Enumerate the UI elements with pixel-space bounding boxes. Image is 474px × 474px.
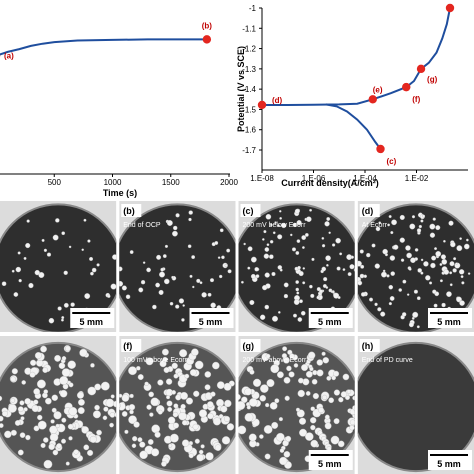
polarization-chart: -1 -1.1 -1.2 -1.3 -1.4 -1.5 -1.6 -1.7 1.E-08 1.E-… xyxy=(236,3,468,188)
panel-caption: 100 mV above Ecorr xyxy=(123,357,187,364)
scale-bar-label: 5 mm xyxy=(318,459,342,469)
panel-label: (f) xyxy=(123,341,132,351)
bubble-group xyxy=(357,212,471,329)
scale-bar-label: 5 mm xyxy=(437,459,461,469)
data-point-label: (g) xyxy=(427,75,438,84)
bubble-group xyxy=(119,210,232,322)
panel-label-box xyxy=(121,204,142,217)
scale-bar-label: 5 mm xyxy=(437,317,461,327)
x-tick-label: 2000 xyxy=(220,178,238,187)
photo-panel: 5 mm xyxy=(0,201,117,332)
data-point-marker xyxy=(257,100,267,110)
bubble-group xyxy=(241,208,355,322)
data-point-label: (c) xyxy=(387,157,397,166)
sample-disc xyxy=(357,341,474,473)
photo-panel: (d) At Ecorr 5 mm xyxy=(357,201,474,332)
bubble-group xyxy=(1,218,117,324)
panel-label: (g) xyxy=(243,341,255,351)
x-tick-label: 1.E-08 xyxy=(250,174,274,183)
data-point-marker xyxy=(376,144,385,154)
ocp-chart: 500 1000 1500 2000 Time (s) (a) (b) xyxy=(0,21,238,198)
photo-panel: (c) 200 mV below Ecorr 5 mm xyxy=(238,201,355,332)
data-point-marker xyxy=(402,82,411,92)
data-point-marker xyxy=(202,35,212,44)
bubble-group xyxy=(238,346,355,469)
data-point-label: (a) xyxy=(4,52,14,61)
data-point-label: (d) xyxy=(272,96,283,105)
panel-caption: End of PD curve xyxy=(362,357,413,364)
panel-caption: 200 mV below Ecorr xyxy=(243,222,307,229)
panel-label-box xyxy=(359,204,380,217)
y-tick-label: -1 xyxy=(249,4,257,13)
data-point-marker xyxy=(416,64,426,74)
ocp-series-line xyxy=(0,38,207,56)
scale-bar-label: 5 mm xyxy=(199,317,223,327)
x-tick-label: 500 xyxy=(48,178,62,187)
sample-disc xyxy=(119,203,236,332)
data-point-marker xyxy=(368,95,377,104)
sample-disc xyxy=(357,203,474,332)
y-tick-label: -1.1 xyxy=(242,24,256,33)
panel-label: (b) xyxy=(123,206,135,216)
x-tick-label: 1000 xyxy=(104,178,122,187)
bubble-group xyxy=(0,345,117,469)
cathodic-branch-line xyxy=(325,103,382,150)
panel-caption: End of OCP xyxy=(123,222,161,229)
y-tick-label: -1.7 xyxy=(242,146,256,155)
x-axis-label: Current density(A/cm²) xyxy=(281,178,379,188)
y-axis-label: Potential (V vs SCE) xyxy=(236,46,246,132)
y-tick-label: -1.5 xyxy=(242,105,256,114)
scale-bar-label: 5 mm xyxy=(318,317,342,327)
panel-label: (c) xyxy=(243,206,254,216)
panel-label-box xyxy=(240,204,261,217)
photo-panel xyxy=(0,336,117,474)
x-axis-label: Time (s) xyxy=(103,188,137,198)
photo-grid: 5 mm (b) End of OCP 5 mm (c) 200 mV below Eco… xyxy=(0,201,474,474)
anodic-branch-line xyxy=(262,7,451,106)
data-point-label: (f) xyxy=(412,95,420,104)
y-tick-label: -1.4 xyxy=(242,85,256,94)
panel-label: (d) xyxy=(362,206,374,216)
bubble-group xyxy=(119,348,235,467)
panel-label-box xyxy=(121,339,142,352)
scale-bar-label: 5 mm xyxy=(79,317,103,327)
photo-panel: (h) End of PD curve 5 mm xyxy=(357,336,474,474)
photo-panel: (g) 200 mV above Ecorr 5 mm xyxy=(238,336,355,474)
y-tick-label: -1.6 xyxy=(242,126,256,135)
y-tick-label: -1.3 xyxy=(242,65,256,74)
panel-label-box xyxy=(240,339,261,352)
data-point-label: (e) xyxy=(373,85,383,94)
photo-panel: (b) End of OCP 5 mm xyxy=(119,201,236,332)
data-point-label: (b) xyxy=(202,21,213,30)
data-point-marker xyxy=(445,3,455,13)
panel-label-box xyxy=(359,339,380,352)
y-tick-label: -1.2 xyxy=(242,45,256,54)
x-tick-label: 1.E-02 xyxy=(405,174,429,183)
x-tick-label: 1.E-04 xyxy=(353,174,377,183)
panel-caption: 200 mV above Ecorr xyxy=(243,357,307,364)
x-tick-label: 1500 xyxy=(162,178,180,187)
panel-caption: At Ecorr xyxy=(362,222,388,229)
x-tick-label: 1.E-06 xyxy=(302,174,326,183)
photo-panel: (f) 100 mV above Ecorr xyxy=(119,336,236,474)
sample-disc xyxy=(0,203,117,332)
panel-label: (h) xyxy=(362,341,374,351)
